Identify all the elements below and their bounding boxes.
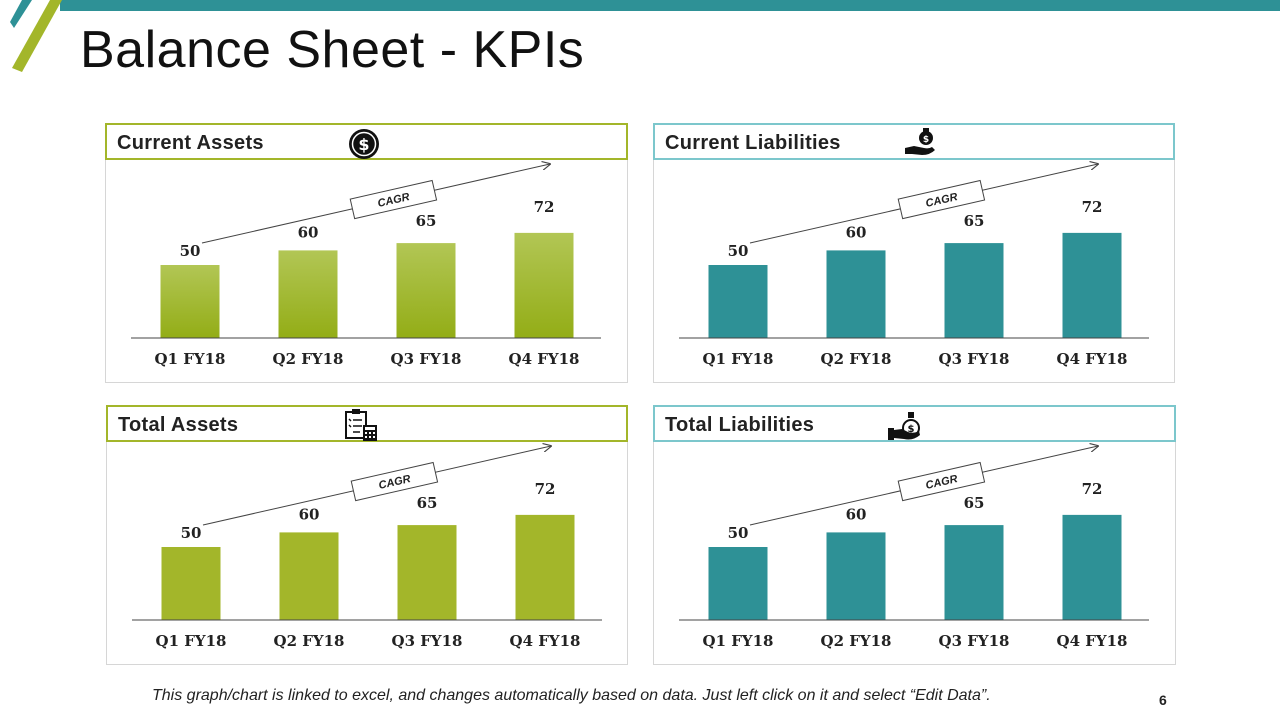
panel-current-liabilities: Current Liabilities $ 50 Q1 FY18 60 Q2 FY18… xyxy=(653,123,1175,383)
clipboard-calculator-icon xyxy=(345,409,377,441)
bar xyxy=(396,243,456,338)
bar-value-label: 65 xyxy=(416,212,437,230)
footnote: This graph/chart is linked to excel, and… xyxy=(152,687,991,704)
x-tick-label: Q3 FY18 xyxy=(939,350,1010,368)
panel-total-assets: Total Assets 50 Q1 FY18 60 Q2 FY18 65 Q3 FY18… xyxy=(106,405,628,665)
bar-value-label: 65 xyxy=(964,212,985,230)
bar xyxy=(160,265,220,338)
bar xyxy=(708,547,768,620)
bar-value-label: 50 xyxy=(728,524,749,542)
cagr-label: CAGR xyxy=(350,461,439,502)
x-tick-label: Q3 FY18 xyxy=(939,632,1010,650)
x-tick-label: Q2 FY18 xyxy=(273,350,344,368)
bar xyxy=(826,532,886,620)
x-tick-label: Q1 FY18 xyxy=(155,350,226,368)
bar-value-label: 60 xyxy=(846,505,867,523)
top-accent-bar xyxy=(60,0,1280,11)
bar-value-label: 50 xyxy=(181,524,202,542)
x-tick-label: Q3 FY18 xyxy=(391,350,462,368)
bar xyxy=(278,250,338,338)
x-tick-label: Q4 FY18 xyxy=(509,350,580,368)
bar-value-label: 60 xyxy=(846,223,867,241)
panel-header: Current Liabilities xyxy=(653,123,1175,160)
panel-title: Current Assets xyxy=(117,132,264,154)
panel-title: Total Assets xyxy=(118,414,239,436)
x-tick-label: Q2 FY18 xyxy=(274,632,345,650)
x-tick-label: Q3 FY18 xyxy=(392,632,463,650)
bar xyxy=(944,525,1004,620)
bar xyxy=(708,265,768,338)
bar-value-label: 60 xyxy=(298,223,319,241)
x-tick-label: Q4 FY18 xyxy=(510,632,581,650)
chart-total-assets: 50 Q1 FY18 60 Q2 FY18 65 Q3 FY18 72 Q4 FY18 CAGR xyxy=(132,442,602,650)
panel-title: Total Liabilities xyxy=(665,414,815,436)
bar xyxy=(515,514,575,620)
bar-value-label: 72 xyxy=(535,480,556,498)
chart-total-liabilities: 50 Q1 FY18 60 Q2 FY18 65 Q3 FY18 72 Q4 FY18 CAGR xyxy=(679,442,1149,650)
bar-value-label: 60 xyxy=(299,505,320,523)
x-tick-label: Q2 FY18 xyxy=(821,350,892,368)
bar-value-label: 72 xyxy=(1082,480,1103,498)
bar xyxy=(279,532,339,620)
bar-value-label: 65 xyxy=(964,494,985,512)
bar xyxy=(944,243,1004,338)
x-tick-label: Q4 FY18 xyxy=(1057,350,1128,368)
panel-title: Current Liabilities xyxy=(665,132,841,154)
corner-stripes-decoration xyxy=(10,0,62,72)
panel-current-assets: Current Assets $ 50 Q1 FY18 60 Q2 FY18 65 Q3 … xyxy=(105,123,628,383)
x-tick-label: Q4 FY18 xyxy=(1057,632,1128,650)
hand-money-bag-icon: $ xyxy=(888,412,920,440)
svg-text:$: $ xyxy=(358,135,369,154)
bar xyxy=(1062,514,1122,620)
bar xyxy=(1062,232,1122,338)
chart-current-liabilities: 50 Q1 FY18 60 Q2 FY18 65 Q3 FY18 72 Q4 FY18 CAGR xyxy=(679,160,1149,368)
bar-value-label: 72 xyxy=(1082,198,1103,216)
x-tick-label: Q1 FY18 xyxy=(703,350,774,368)
page-number: 6 xyxy=(1159,692,1167,708)
cagr-label: CAGR xyxy=(897,179,986,220)
bar-value-label: 72 xyxy=(534,198,555,216)
bar xyxy=(826,250,886,338)
svg-text:$: $ xyxy=(923,135,929,145)
x-tick-label: Q2 FY18 xyxy=(821,632,892,650)
bar-value-label: 65 xyxy=(417,494,438,512)
bar-value-label: 50 xyxy=(728,242,749,260)
panel-total-liabilities: Total Liabilities $ 50 Q1 FY18 60 Q2 FY18 65… xyxy=(653,405,1176,665)
bar xyxy=(514,232,574,338)
svg-text:$: $ xyxy=(908,424,915,435)
panel-header: Total Liabilities xyxy=(653,405,1176,442)
bar xyxy=(161,547,221,620)
x-tick-label: Q1 FY18 xyxy=(156,632,227,650)
x-tick-label: Q1 FY18 xyxy=(703,632,774,650)
page-title: Balance Sheet - KPIs xyxy=(80,21,585,79)
bar-value-label: 50 xyxy=(180,242,201,260)
bar xyxy=(397,525,457,620)
cagr-label: CAGR xyxy=(897,461,986,502)
chart-current-assets: 50 Q1 FY18 60 Q2 FY18 65 Q3 FY18 72 Q4 FY18 CAGR xyxy=(131,160,601,368)
cagr-label: CAGR xyxy=(349,179,438,220)
dollar-coin-icon: $ xyxy=(349,129,379,159)
hand-money-bag-icon: $ xyxy=(905,128,935,155)
